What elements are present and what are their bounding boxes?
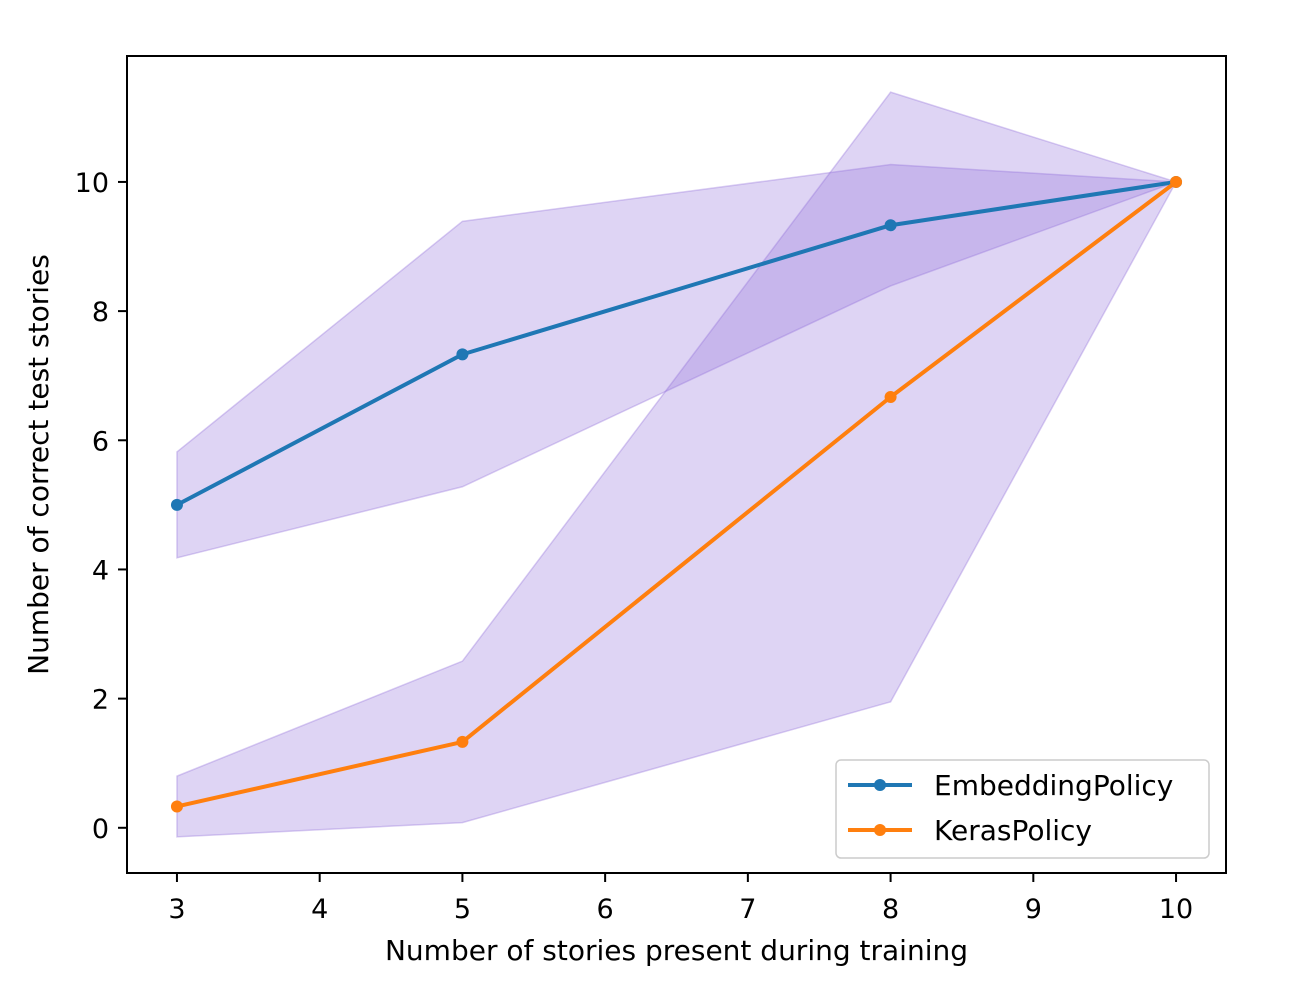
x-tick-label: 6 bbox=[597, 894, 614, 925]
band-EmbeddingPolicy bbox=[176, 163, 1177, 559]
x-tick-label: 8 bbox=[882, 894, 899, 925]
y-axis-ticks: 0 2 4 6 8 10 bbox=[75, 168, 127, 845]
point-KerasPolicy-3 bbox=[170, 800, 183, 813]
x-tick-label: 3 bbox=[168, 894, 185, 925]
point-KerasPolicy-5 bbox=[456, 735, 469, 748]
legend-label: KerasPolicy bbox=[934, 814, 1092, 847]
y-tick-label: 4 bbox=[92, 555, 109, 586]
x-axis-ticks: 3 4 5 6 7 8 9 10 bbox=[168, 873, 1193, 925]
x-tick-label: 9 bbox=[1025, 894, 1042, 925]
legend: EmbeddingPolicy KerasPolicy bbox=[835, 759, 1210, 859]
y-tick-label: 2 bbox=[92, 685, 109, 716]
y-tick-label: 6 bbox=[92, 426, 109, 457]
legend-label: EmbeddingPolicy bbox=[934, 769, 1173, 802]
x-tick-label: 4 bbox=[311, 894, 328, 925]
line-EmbeddingPolicy bbox=[176, 179, 1177, 507]
y-tick-label: 0 bbox=[92, 814, 109, 845]
line-KerasPolicy bbox=[176, 180, 1178, 809]
point-KerasPolicy-8 bbox=[884, 391, 897, 404]
confidence-bands bbox=[176, 91, 1178, 838]
point-EmbeddingPolicy-8 bbox=[884, 219, 897, 232]
point-EmbeddingPolicy-3 bbox=[170, 498, 183, 511]
legend-swatch-marker bbox=[874, 824, 886, 836]
y-tick-label: 8 bbox=[92, 297, 109, 328]
y-tick-label: 10 bbox=[75, 168, 109, 199]
plot-frame bbox=[126, 55, 1227, 874]
series-lines bbox=[176, 179, 1178, 809]
band-KerasPolicy bbox=[176, 91, 1178, 838]
legend-swatch-marker bbox=[874, 779, 886, 791]
series-points bbox=[170, 175, 1183, 813]
y-axis-label: Number of correct test stories bbox=[22, 254, 55, 675]
x-tick-label: 5 bbox=[454, 894, 471, 925]
x-tick-label: 10 bbox=[1159, 894, 1193, 925]
point-KerasPolicy-10 bbox=[1170, 175, 1183, 188]
legend-box bbox=[835, 759, 1210, 859]
x-tick-label: 7 bbox=[739, 894, 756, 925]
point-EmbeddingPolicy-5 bbox=[456, 348, 469, 361]
x-axis-label: Number of stories present during trainin… bbox=[385, 934, 968, 967]
